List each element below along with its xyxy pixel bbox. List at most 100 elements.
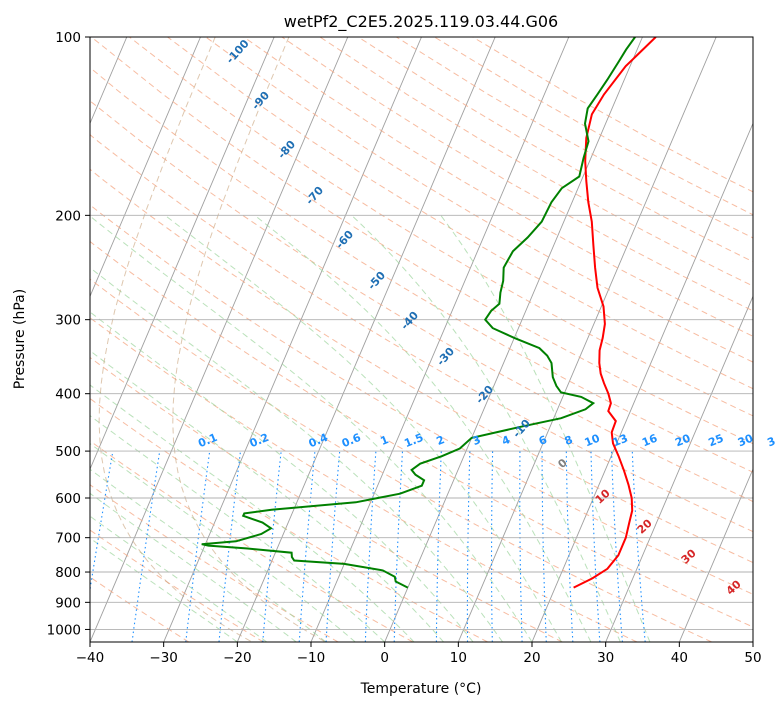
dry-adiabat-label: -90: [249, 89, 272, 113]
reference-curve: [172, 37, 326, 642]
dry-adiabat-line: [90, 356, 563, 642]
mixing-ratio-line: [90, 451, 114, 593]
dry-adiabat-line: [90, 204, 753, 595]
mixing-ratio-label: 1: [379, 433, 391, 448]
x-tick-label: 0: [380, 650, 389, 666]
x-tick-label: −20: [223, 650, 252, 666]
y-tick-label: 500: [55, 444, 81, 460]
mixing-ratio-label: 1.5: [402, 431, 425, 450]
dry-adiabat-line: [90, 484, 339, 642]
dry-adiabat-line: [90, 576, 190, 642]
moist-adiabat-label: 30: [679, 546, 699, 566]
y-tick-label: 100: [55, 30, 81, 46]
mixing-ratio-label: 30: [736, 432, 755, 450]
mixing-ratio-line: [364, 451, 377, 642]
dry-adiabat-line: [90, 134, 753, 533]
moist-adiabat-line: [351, 214, 621, 642]
isotherm-line: [90, 37, 275, 471]
mixing-ratio-label: 0.2: [248, 431, 271, 450]
moist-adiabat-line: [90, 350, 444, 642]
mixing-ratio-label: 10: [583, 432, 602, 450]
moist-adiabat-label: 10: [593, 486, 613, 506]
moist-adiabat-line: [90, 537, 238, 642]
dry-adiabat-label: -30: [434, 345, 457, 369]
mixing-ratio-line: [565, 451, 574, 642]
y-axis-label: Pressure (hPa): [12, 289, 28, 389]
moist-adiabat-line: [440, 215, 651, 642]
moist-adiabat-line: [90, 215, 533, 642]
mixing-ratio-label: 25: [706, 432, 725, 450]
mixing-ratio-label: 6: [537, 433, 549, 448]
dry-adiabat-line: [281, 37, 753, 312]
dry-adiabat-line: [357, 37, 753, 263]
moist-adiabat-line: [90, 267, 503, 642]
mixing-ratio-line: [466, 451, 471, 642]
isotherm-line: [236, 37, 496, 642]
y-tick-label: 800: [55, 565, 81, 581]
background-lines: [90, 37, 753, 642]
mixing-ratio-line: [590, 451, 601, 642]
x-tick-label: 40: [671, 650, 688, 666]
dry-adiabat-line: [90, 240, 753, 628]
dry-adiabat-label: -80: [275, 138, 298, 162]
mixing-ratio-line: [393, 451, 404, 642]
mixing-ratio-line: [218, 451, 242, 642]
x-tick-label: 50: [744, 650, 761, 666]
mixing-ratio-label: 8: [563, 433, 575, 448]
mixing-ratio-line: [262, 451, 282, 642]
mixing-ratio-line: [541, 451, 547, 642]
moist-adiabat-label: 40: [724, 577, 744, 597]
isotherm-line: [752, 640, 753, 642]
dry-adiabat-label: -10: [510, 417, 533, 441]
isotherm-line: [457, 37, 717, 642]
mixing-ratio-line: [519, 451, 523, 642]
dry-adiabat-line: [243, 37, 753, 337]
y-tick-label: 400: [55, 387, 81, 403]
x-axis: −40 −30 −20 −10 0 10 20 30 40 50: [76, 642, 762, 666]
series-line-temperature: [573, 37, 657, 589]
y-tick-label: 300: [55, 313, 81, 329]
moist-adiabat-line: [90, 468, 327, 642]
dry-adiabat-label: -100: [224, 37, 252, 66]
y-tick-label: 700: [55, 531, 81, 547]
y-axis: 100 200 300 400 500 600 700 800 900 1000: [47, 30, 90, 638]
x-tick-label: 30: [597, 650, 614, 666]
moist-adiabat-line: [90, 492, 297, 642]
x-tick-label: −40: [76, 650, 105, 666]
dry-adiabat-line: [129, 37, 753, 417]
mixing-ratio-line: [631, 451, 646, 642]
reference-curve: [98, 37, 253, 642]
dry-adiabat-line: [90, 440, 414, 642]
x-tick-label: 20: [523, 650, 540, 666]
x-tick-label: −30: [149, 650, 178, 666]
dry-adiabat-label: -60: [333, 228, 356, 252]
series-line-dewpoint: [201, 37, 636, 589]
moist-adiabat-label: 0: [555, 456, 570, 471]
y-tick-label: 1000: [47, 622, 81, 638]
plot-frame: [89, 36, 754, 643]
mixing-ratio-label: 4: [500, 433, 512, 448]
y-tick-label: 900: [55, 595, 81, 611]
x-axis-label: Temperature (°C): [360, 681, 482, 697]
dry-adiabat-line: [90, 397, 488, 642]
mixing-ratio-label: 0.1: [196, 431, 219, 450]
dry-adiabat-label: -40: [398, 309, 421, 333]
moist-adiabat-line: [90, 515, 268, 642]
moist-adiabat-line: [164, 214, 562, 642]
dry-adiabat-line: [90, 168, 753, 564]
moist-adiabat-line: [90, 442, 356, 642]
dry-adiabat-line: [434, 37, 753, 216]
y-tick-label: 200: [55, 208, 81, 224]
mixing-ratio-line: [610, 451, 623, 642]
isotherm-line: [605, 295, 753, 642]
dry-adiabat-line: [90, 529, 264, 642]
mixing-ratio-line: [185, 451, 211, 642]
isotherm-line: [90, 37, 201, 298]
mixing-ratio-label: 2: [435, 433, 447, 448]
isotherm-line: [384, 37, 643, 642]
series-layer: [201, 37, 657, 589]
mixing-ratio-label: 20: [673, 432, 692, 450]
mixing-ratio-line: [490, 451, 494, 642]
dry-adiabat-line: [90, 37, 753, 445]
